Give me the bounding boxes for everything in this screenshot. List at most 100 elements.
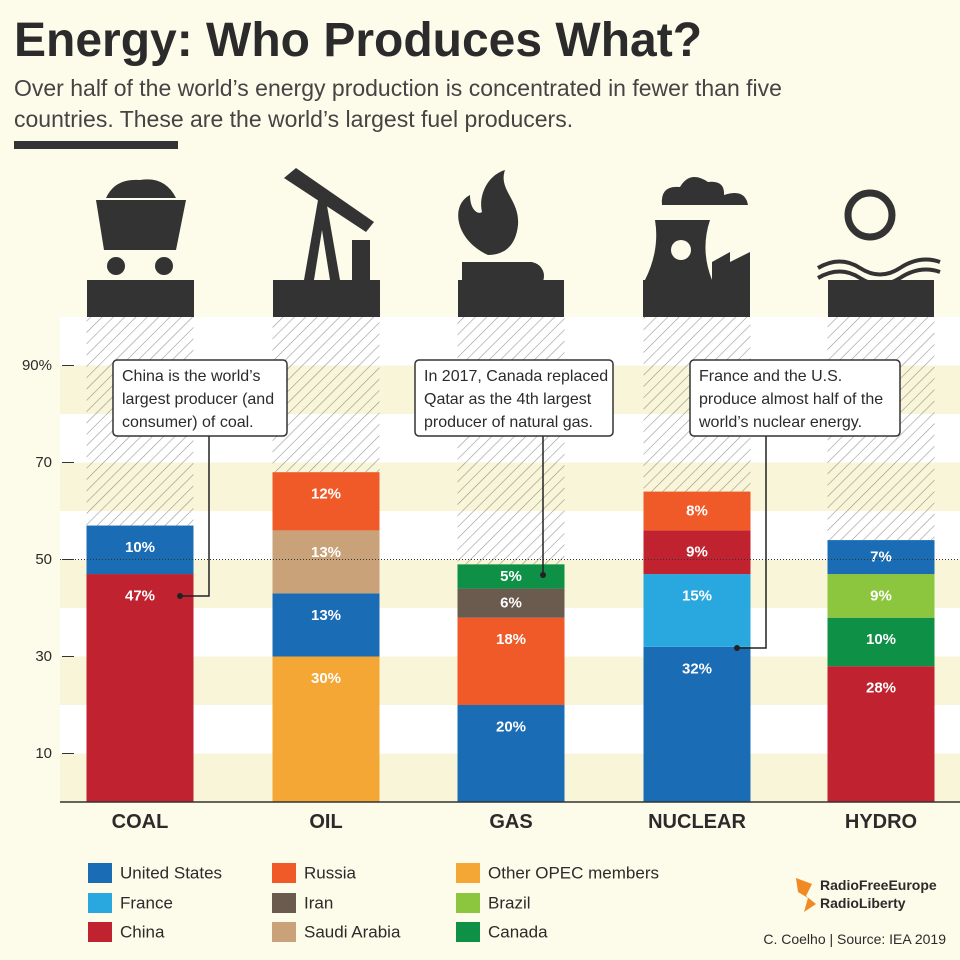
burner-icon [462, 262, 532, 280]
cloud-icon [661, 177, 748, 205]
legend-swatch [456, 893, 480, 913]
radiation-icon [671, 240, 691, 260]
bar-segment [827, 540, 935, 575]
segment-label: 28% [866, 680, 896, 697]
segment-label: 20% [496, 719, 526, 736]
legend-swatch [272, 922, 296, 942]
category-label: COAL [112, 811, 169, 833]
annotation-text: consumer) of coal. [122, 414, 254, 431]
wave-icon [816, 257, 941, 277]
legend-label: Saudi Arabia [304, 923, 401, 942]
segment-label: 7% [870, 549, 892, 566]
bar-segment [643, 530, 751, 575]
segment-label: 8% [686, 503, 708, 520]
annotation-leader [180, 436, 210, 597]
subtitle-line: Over half of the world’s energy producti… [14, 75, 782, 101]
segment-label: 13% [311, 607, 341, 624]
logo-text: RadioFreeEurope [820, 877, 937, 893]
legend-label: Russia [304, 864, 357, 883]
pump-frame-icon [304, 200, 340, 280]
annotation-box [414, 359, 614, 437]
subtitle-line: countries. These are the world’s largest… [14, 106, 573, 132]
segment-label: 30% [311, 670, 341, 687]
logo: RadioFreeEurope RadioLiberty [796, 877, 937, 912]
annotation-dot [734, 645, 740, 651]
legend-swatch [272, 863, 296, 883]
y-tick-label: 70 [35, 454, 52, 471]
icon-base [87, 280, 194, 317]
segment-label: 13% [311, 544, 341, 561]
bar-segment [643, 646, 751, 802]
segment-label: 47% [125, 588, 155, 605]
legend-swatch [88, 922, 112, 942]
legend-swatch [272, 893, 296, 913]
bar-segment [272, 472, 380, 531]
bar-segment [457, 564, 565, 589]
icons [87, 168, 941, 317]
annotation-text: produce almost half of the [699, 391, 883, 408]
valve-icon [516, 262, 544, 290]
legend-label: United States [120, 864, 222, 883]
legend-label: Brazil [488, 894, 531, 913]
coal-pile-icon [106, 179, 176, 198]
annotation-box [112, 359, 288, 437]
bar-segment [827, 617, 935, 667]
category-label: HYDRO [845, 811, 917, 833]
category-label: GAS [489, 811, 532, 833]
annotation-dot [177, 593, 183, 599]
category-label: OIL [309, 811, 342, 833]
segment-label: 6% [500, 595, 522, 612]
wave-icon [816, 267, 941, 287]
coal-cart-icon [96, 200, 186, 250]
flame-icon [458, 170, 519, 255]
segment-label: 18% [496, 631, 526, 648]
title-underline [14, 141, 178, 149]
bar-segment [272, 530, 380, 594]
category-label: NUCLEAR [648, 811, 746, 833]
annotation-text: In 2017, Canada replaced [424, 368, 608, 385]
legend-swatch [456, 863, 480, 883]
icon-base [643, 280, 750, 317]
bar-segment [86, 574, 194, 802]
wheel-icon [155, 257, 173, 275]
annotation-text: largest producer (and [122, 391, 274, 408]
hatch-column [272, 317, 380, 473]
segment-label: 12% [311, 486, 341, 503]
annotation-dot [540, 572, 546, 578]
wheel-icon [107, 257, 125, 275]
plant-icon [712, 252, 750, 280]
annotation-box [689, 359, 901, 437]
hatch-column [457, 317, 565, 565]
bar-segment [457, 617, 565, 705]
legend-swatch [88, 863, 112, 883]
legend-label: Canada [488, 923, 548, 942]
plot: 47% 10% COAL 30% 13% 13% 12% OIL 20% 18% 6% 5% GAS 32… [22, 317, 960, 833]
pump-beam-icon [284, 168, 374, 232]
y-tick-label: 30 [35, 648, 52, 665]
title: Energy: Who Produces What? [14, 14, 702, 67]
logo-mark [796, 878, 816, 912]
y-tick-label: 10 [35, 745, 52, 762]
segment-label: 15% [682, 588, 712, 605]
bar-segment [272, 593, 380, 657]
bar-segment [643, 574, 751, 647]
icon-base [458, 280, 564, 317]
annotation-text: world’s nuclear energy. [698, 414, 862, 431]
icon-base [273, 280, 380, 317]
bar-segment [457, 588, 565, 618]
segment-label: 32% [682, 660, 712, 677]
segment-label: 9% [870, 587, 892, 604]
pump-box-icon [352, 240, 370, 280]
credit: C. Coelho | Source: IEA 2019 [763, 931, 946, 947]
y-tick-label: 90% [22, 357, 52, 374]
legend-swatch [88, 893, 112, 913]
annotation-text: China is the world’s [122, 368, 260, 385]
legend-label: France [120, 894, 173, 913]
bar-segment [827, 574, 935, 618]
segment-label: 10% [125, 539, 155, 556]
turbine-icon [844, 189, 896, 241]
legend-label: Iran [304, 894, 333, 913]
bar-segment [643, 491, 751, 531]
